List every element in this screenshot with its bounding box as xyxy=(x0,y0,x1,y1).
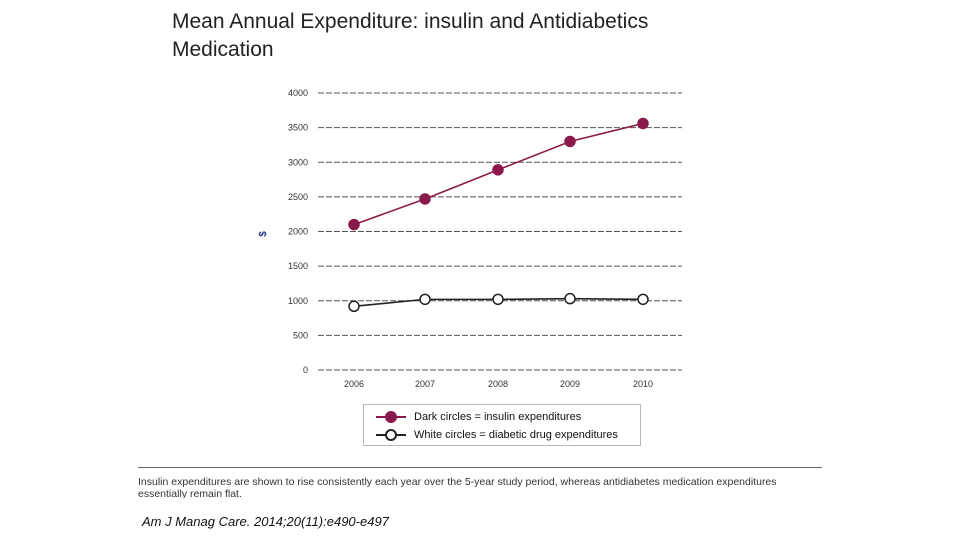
y-tick-label: 1000 xyxy=(288,296,308,306)
y-tick-label: 3500 xyxy=(288,123,308,133)
data-point-diabetic-drug xyxy=(348,300,360,313)
x-tick-label: 2010 xyxy=(633,379,653,389)
figure-caption: Insulin expenditures are shown to rise c… xyxy=(138,476,777,498)
data-point-insulin xyxy=(564,135,576,148)
x-tick-label: 2007 xyxy=(415,379,435,389)
legend-item-diabetic-drug: White circles = diabetic drug expenditur… xyxy=(376,426,618,444)
x-tick-label: 2006 xyxy=(344,379,364,389)
series xyxy=(348,117,649,313)
y-tick-label: 500 xyxy=(293,330,308,340)
y-axis-ticks: 0 500 1000 1500 2000 2500 3000 3500 4000 xyxy=(288,88,308,375)
y-tick-label: 2500 xyxy=(288,192,308,202)
data-point-insulin xyxy=(419,193,431,205)
legend-label-diabetic-drug: White circles = diabetic drug expenditur… xyxy=(414,429,618,441)
data-point-diabetic-drug xyxy=(637,293,649,306)
y-tick-label: 1500 xyxy=(288,261,308,271)
caption-divider xyxy=(138,467,822,468)
data-point-insulin xyxy=(348,218,360,231)
legend-label-insulin: Dark circles = insulin expenditures xyxy=(414,411,582,423)
y-tick-label: 0 xyxy=(303,365,308,375)
x-tick-label: 2009 xyxy=(560,379,580,389)
y-tick-label: 3000 xyxy=(288,157,308,167)
y-tick-label: 2000 xyxy=(288,227,308,237)
data-point-diabetic-drug xyxy=(492,293,504,306)
slide-title: Mean Annual Expenditure: insulin and Ant… xyxy=(172,10,649,61)
data-point-diabetic-drug xyxy=(564,292,576,305)
legend-item-insulin: Dark circles = insulin expenditures xyxy=(376,408,581,426)
legend-marker-diabetic-drug xyxy=(376,428,406,442)
data-point-insulin xyxy=(637,117,649,130)
x-axis-ticks: 2006 2007 2008 2009 2010 xyxy=(344,379,653,389)
chart-legend: Dark circles = insulin expenditures Whit… xyxy=(363,404,641,446)
y-axis-label: $ xyxy=(258,231,269,237)
legend-marker-insulin xyxy=(376,410,406,424)
data-point-diabetic-drug xyxy=(419,293,431,306)
y-tick-label: 4000 xyxy=(288,88,308,98)
x-tick-label: 2008 xyxy=(488,379,508,389)
gridlines xyxy=(318,92,682,371)
data-point-insulin xyxy=(492,164,504,176)
citation: Am J Manag Care. 2014;20(11):e490-e497 xyxy=(142,514,389,529)
